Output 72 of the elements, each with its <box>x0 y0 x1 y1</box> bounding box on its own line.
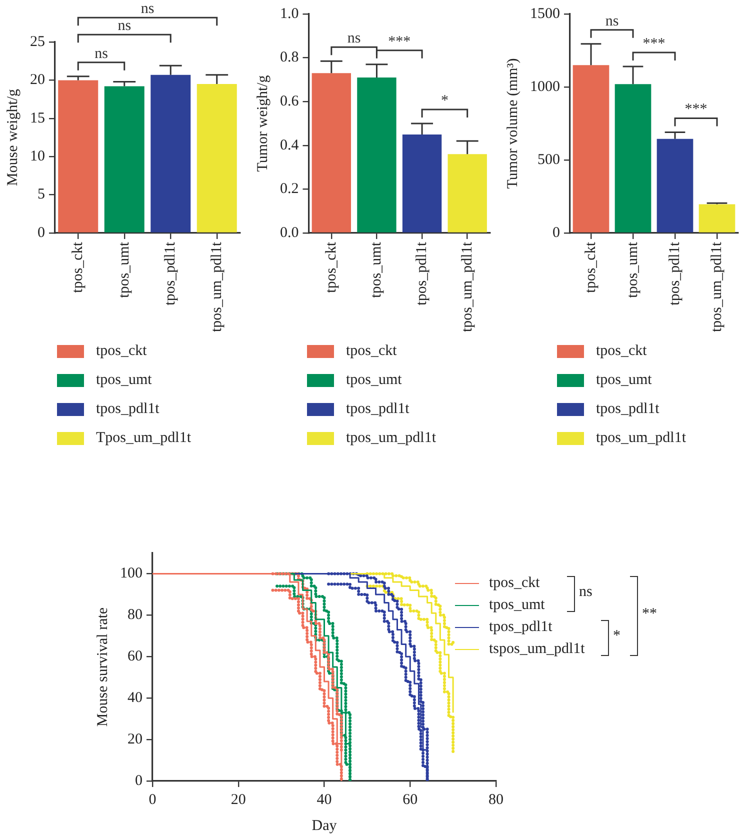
annotation: * <box>440 92 448 109</box>
text: ns <box>579 584 592 601</box>
y-tick-label: 60 <box>128 648 142 665</box>
x-tick-label: tpos_pdl1t <box>666 241 683 306</box>
x-tick-label: 80 <box>488 792 504 808</box>
x-axis-title: Day <box>312 818 338 834</box>
y-tick-label: 25 <box>30 34 45 50</box>
x-tick-label: 60 <box>402 792 418 808</box>
y-tick-label: 10 <box>30 148 45 165</box>
x-tick-label: tpos_um_pdl1t <box>708 241 725 332</box>
legend-label: tpos_um_pdl1t <box>346 430 436 447</box>
legend-label: tspos_um_pdl1t <box>489 640 585 658</box>
x-tick-label: 0 <box>148 792 156 808</box>
y-tick-label: 80 <box>128 607 142 624</box>
legend-label: tpos_ckt <box>346 343 397 360</box>
x-tick-label: tpos_um_pdl1t <box>208 241 225 332</box>
text: ** <box>642 606 657 623</box>
y-tick-label: 1.0 <box>280 6 299 22</box>
y-tick-label: 0.0 <box>280 224 299 241</box>
text: ns <box>140 1 154 18</box>
x-tick-label: 40 <box>316 792 332 808</box>
legend-label: tpos_pdl1t <box>489 618 552 636</box>
legend-label: tpos_pdl1t <box>596 401 660 418</box>
y-tick-label: 0 <box>552 224 560 241</box>
x-tick-label: tpos_ckt <box>70 241 86 293</box>
y-axis-title: Tumor weight/g <box>254 74 271 172</box>
y-tick-label: 20 <box>128 731 142 748</box>
x-tick-label: tpos_umt <box>624 241 641 298</box>
y-tick-label: 15 <box>30 110 45 126</box>
y-axis-title: Mouse weight/g <box>4 88 21 186</box>
x-tick-label: tpos_um_pdl1t <box>459 241 476 332</box>
y-tick-label: 5 <box>38 186 45 203</box>
x-tick-label: tpos_umt <box>116 241 132 298</box>
legend-label: tpos_umt <box>596 372 652 389</box>
y-tick-label: 40 <box>128 690 142 706</box>
legend-label: tpos_um_pdl1t <box>596 430 686 447</box>
legend-label: tpos_umt <box>96 372 152 389</box>
annotation: ns <box>605 13 619 30</box>
annotation: *** <box>642 36 666 52</box>
legend-label: tpos_pdl1t <box>96 401 160 418</box>
annotation: *** <box>388 34 411 50</box>
annotation: ns <box>94 46 108 62</box>
y-tick-label: 0.4 <box>280 137 300 154</box>
legend-label: tpos_ckt <box>489 574 540 592</box>
y-tick-label: 0.6 <box>280 94 300 110</box>
y-tick-label: 500 <box>538 152 560 168</box>
annotation: ns <box>347 30 361 47</box>
x-tick-label: tpos_ckt <box>323 241 340 293</box>
x-tick-label: tpos_pdl1t <box>414 241 430 306</box>
legend-label: tpos_umt <box>346 372 402 389</box>
y-tick-label: 1500 <box>530 6 560 22</box>
x-tick-label: 20 <box>230 792 246 808</box>
x-tick-label: tpos_umt <box>368 241 385 298</box>
y-tick-label: 20 <box>30 72 45 88</box>
y-tick-label: 1000 <box>530 78 560 95</box>
y-axis-title: Mouse survival rate <box>94 607 111 727</box>
annotation: *** <box>684 102 708 118</box>
y-tick-label: 0 <box>38 224 45 241</box>
y-tick-label: 100 <box>120 566 142 582</box>
legend-label: tpos_umt <box>489 596 545 614</box>
legend-label: Tpos_um_pdl1t <box>96 430 192 447</box>
legend-label: tpos_pdl1t <box>346 401 410 418</box>
text: ns <box>118 18 132 34</box>
x-tick-label: tpos_pdl1t <box>162 241 179 306</box>
legend-label: tpos_ckt <box>96 343 147 360</box>
y-tick-label: 0 <box>135 772 142 789</box>
legend-label: tpos_ckt <box>596 343 647 360</box>
y-tick-label: 0.2 <box>280 181 299 198</box>
y-axis-title: Tumor volume (mm³) <box>504 58 521 189</box>
y-tick-label: 0.8 <box>280 50 299 66</box>
x-tick-label: tpos_ckt <box>582 241 599 293</box>
text: * <box>613 628 620 645</box>
